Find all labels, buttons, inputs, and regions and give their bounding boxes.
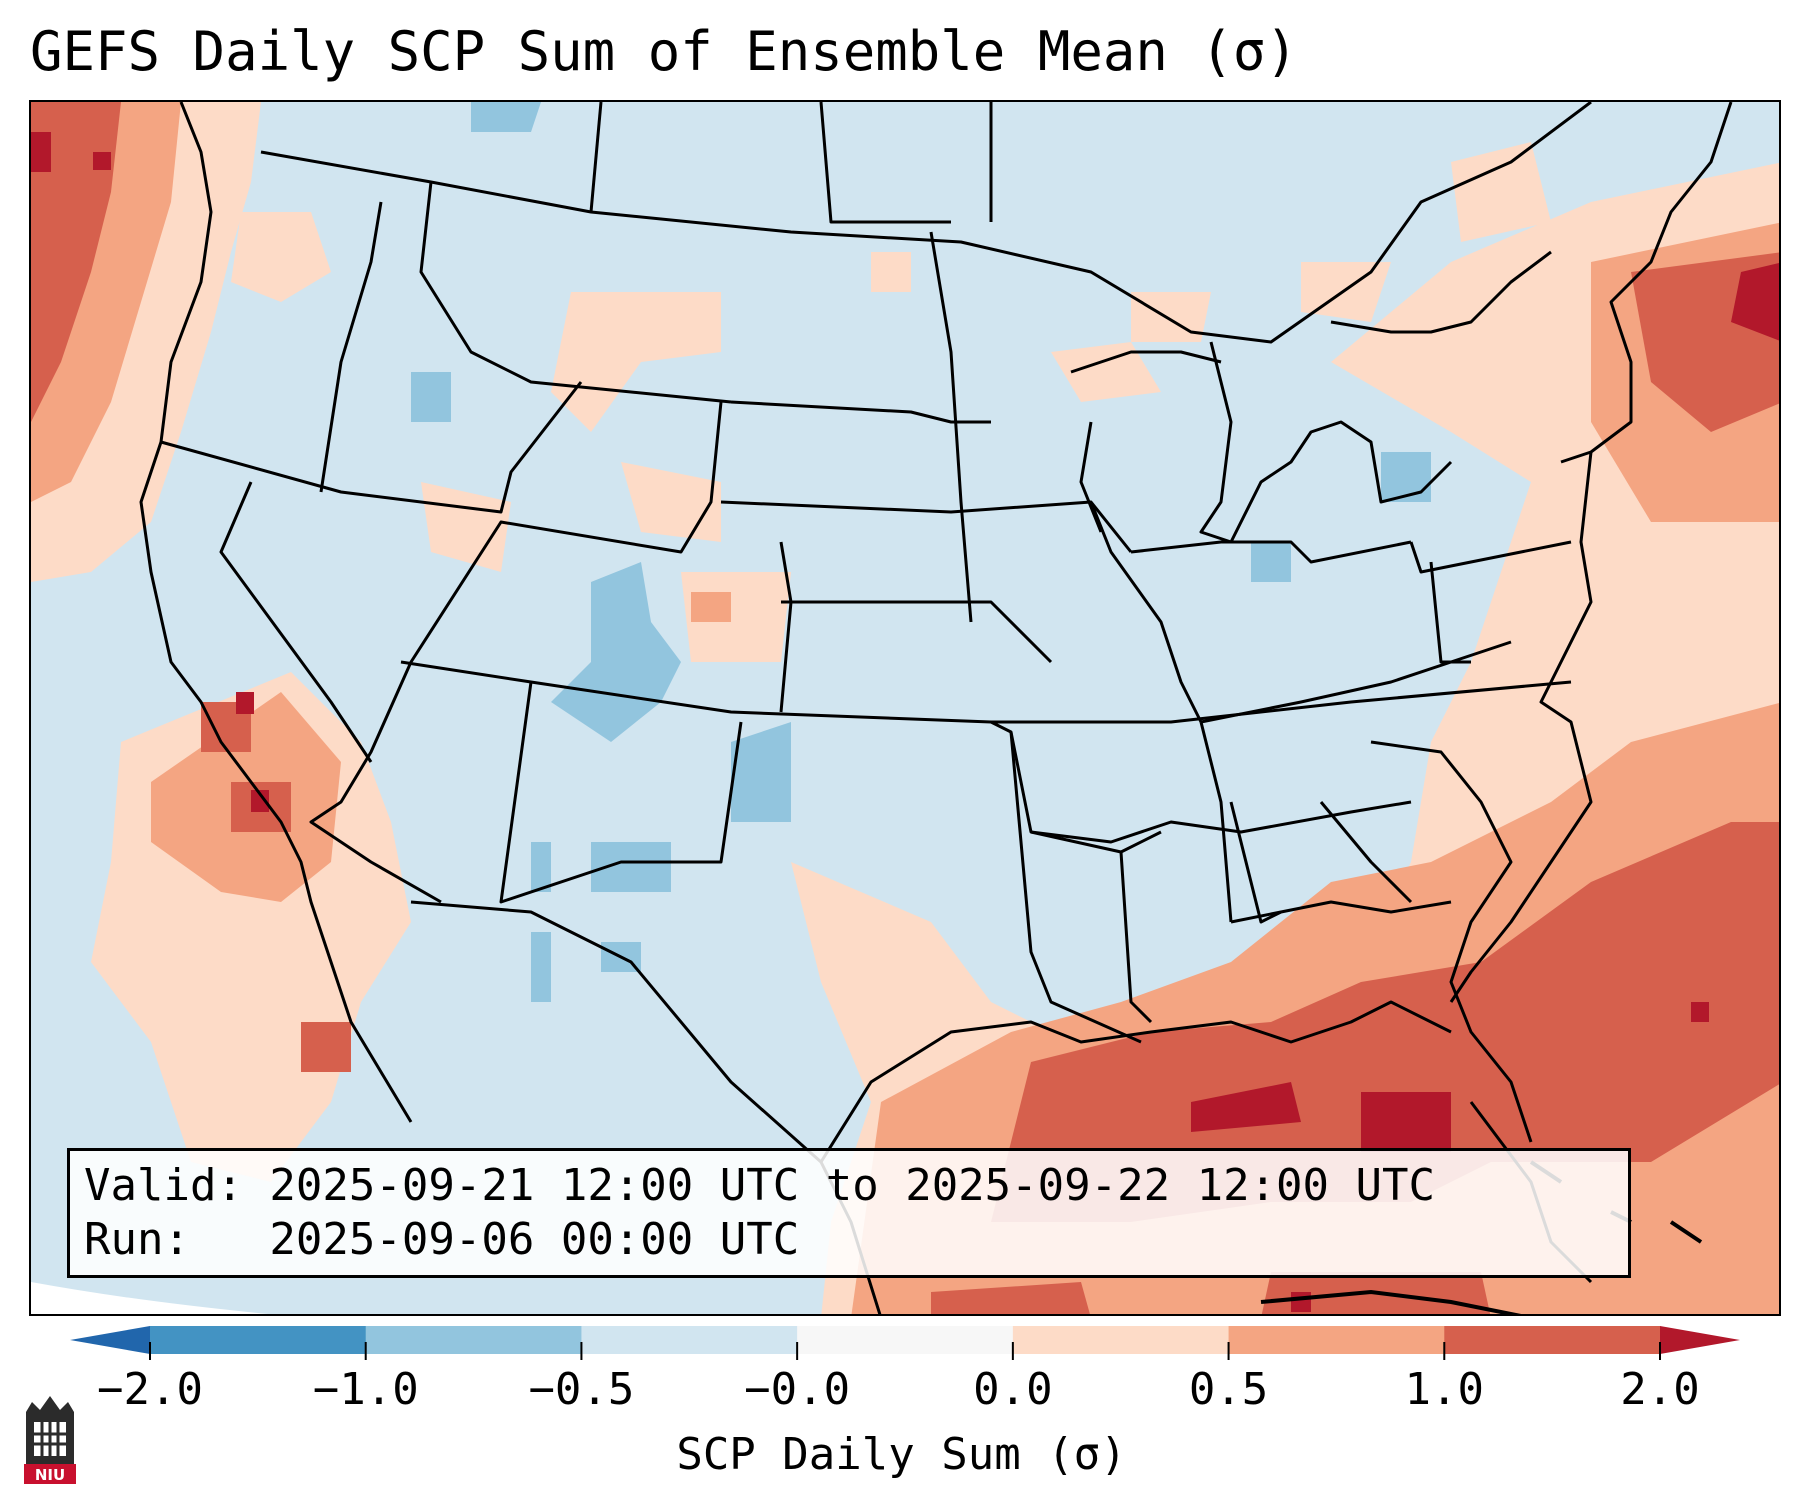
valid-time-text: Valid: 2025-09-21 12:00 UTC to 2025-09-2… [84, 1160, 1436, 1211]
colorbar-segments [150, 1326, 1661, 1354]
colorbar-tick-label: −2.0 [97, 1364, 203, 1415]
colorbar-segment [581, 1326, 798, 1354]
map-panel [29, 100, 1781, 1316]
colorbar-label: SCP Daily Sum (σ) [676, 1429, 1127, 1480]
colorbar-segment [150, 1326, 367, 1354]
niu-logo: NIU [24, 1396, 76, 1484]
colorbar-tick-label: −1.0 [312, 1364, 419, 1415]
colorbar-tick-label: −0.5 [528, 1364, 635, 1415]
colorbar-over-arrow [1660, 1326, 1740, 1354]
colorbar-tick-label: 2.0 [1620, 1364, 1700, 1415]
run-time-text: Run: 2025-09-06 00:00 UTC [84, 1214, 800, 1265]
negative-anomaly-patches [411, 102, 1431, 1002]
logo-text: NIU [35, 1466, 65, 1484]
western-anomaly-patches [231, 142, 1551, 662]
colorbar-segment [797, 1326, 1014, 1354]
southwest-anomaly [91, 672, 411, 1182]
colorbar-tick-label: 0.0 [973, 1364, 1053, 1415]
projection-edge [31, 1282, 268, 1314]
colorbar-tick-label: 0.5 [1188, 1364, 1269, 1415]
colorbar-tick-label: 1.0 [1404, 1364, 1485, 1415]
pacific-anomaly [31, 102, 261, 582]
colorbar-segment [365, 1326, 582, 1354]
map-canvas [31, 102, 1779, 1314]
colorbar-under-arrow [70, 1326, 150, 1354]
colorbar-segment [1012, 1326, 1230, 1354]
plot-title: GEFS Daily SCP Sum of Ensemble Mean (σ) [30, 20, 1298, 83]
colorbar-ticks [149, 1342, 1661, 1360]
colorbar-tick-label: −0.0 [744, 1364, 851, 1415]
valid-run-info-box: Valid: 2025-09-21 12:00 UTC to 2025-09-2… [67, 1148, 1631, 1278]
colorbar-segment [1444, 1326, 1661, 1354]
colorbar [70, 1326, 1740, 1360]
colorbar-segment [1228, 1326, 1445, 1354]
political-borders [139, 102, 1733, 1314]
